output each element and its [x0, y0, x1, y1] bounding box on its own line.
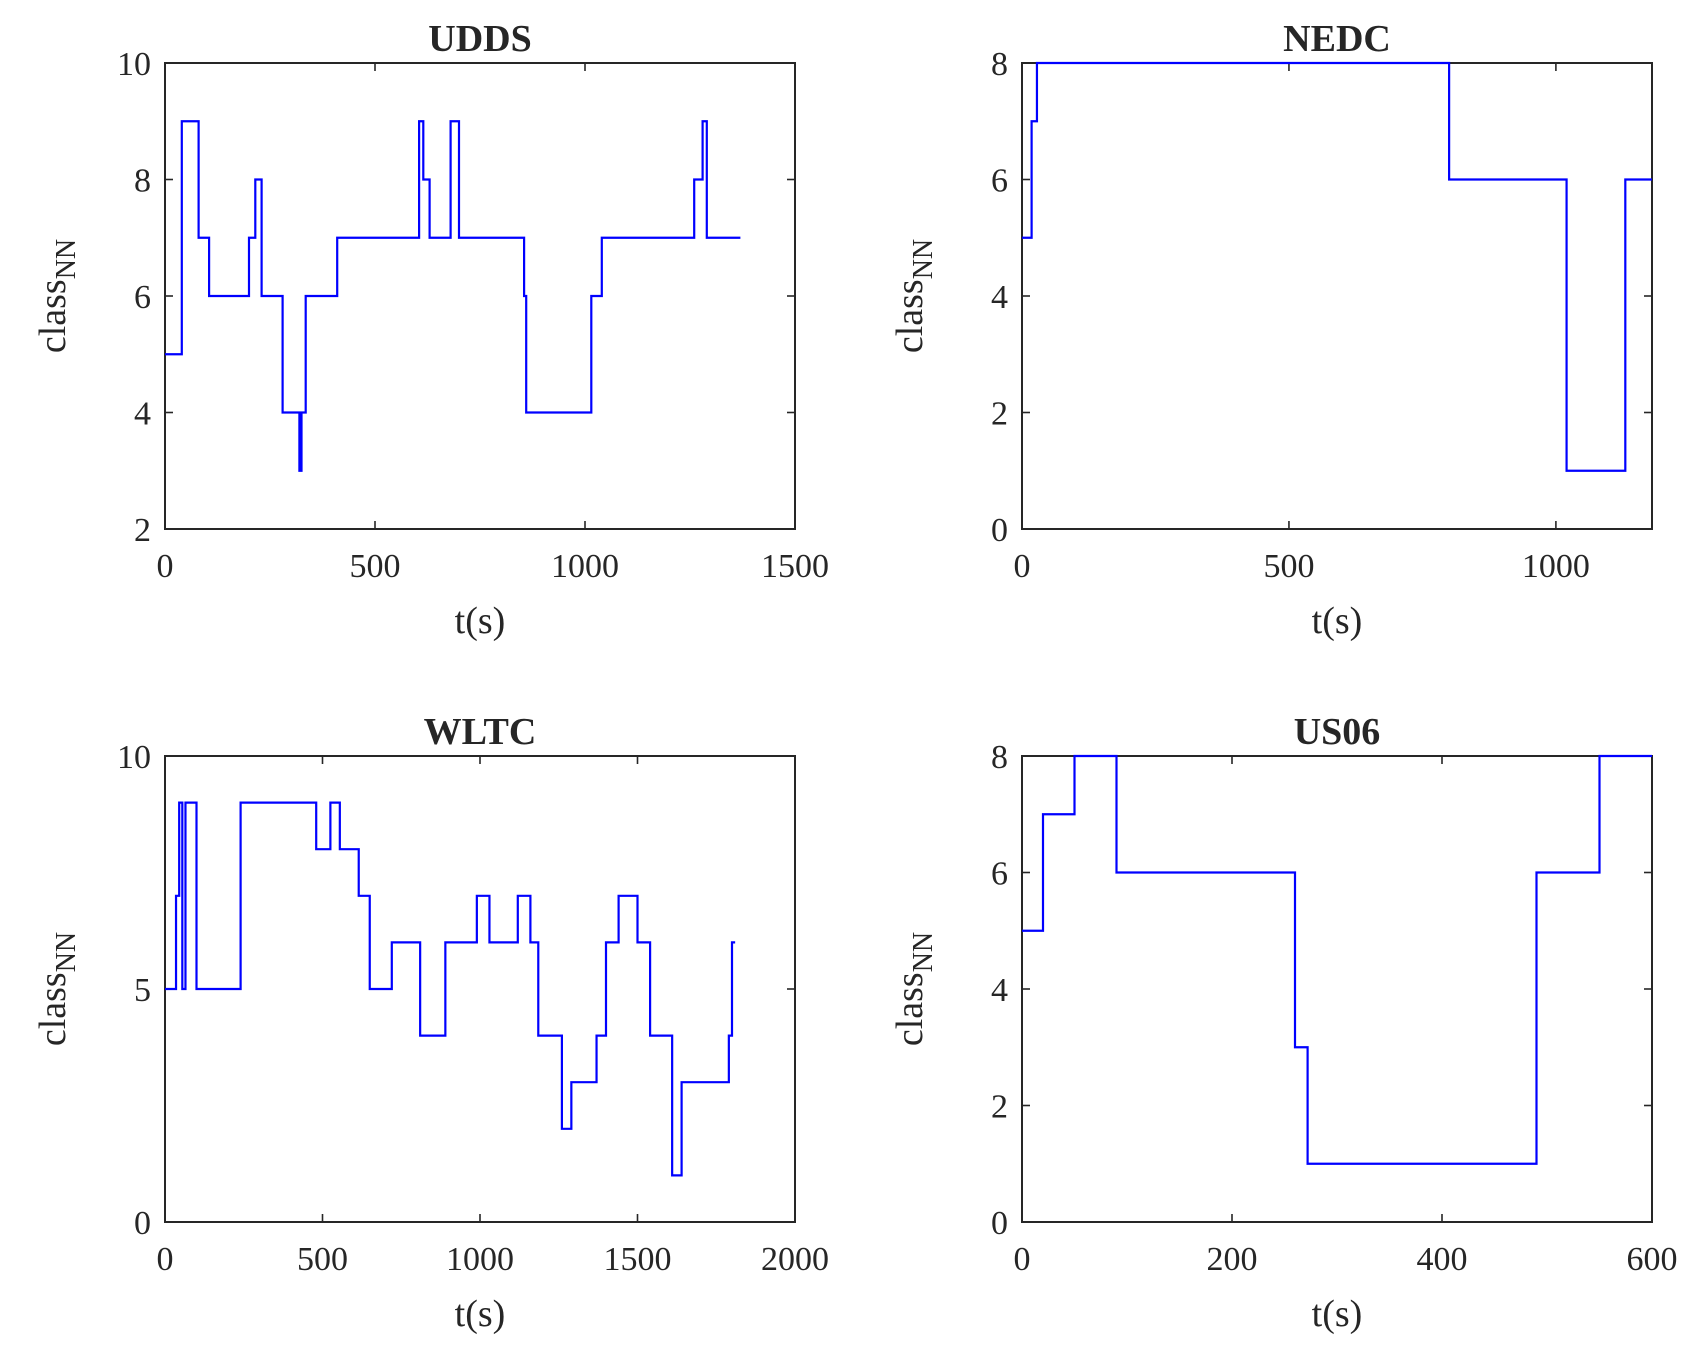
plot-area [1021, 62, 1653, 530]
y-tick-label: 2 [991, 1089, 1008, 1126]
y-tick-label: 10 [117, 46, 151, 83]
series-line-nedc [1022, 61, 1652, 472]
y-tick-label: 10 [117, 739, 151, 776]
y-axis-label: classNN [889, 932, 939, 1046]
y-tick-label: 4 [134, 396, 151, 433]
chart-title: NEDC [1283, 18, 1391, 60]
y-tick-label: 0 [991, 1205, 1008, 1242]
y-tick-label: 2 [991, 396, 1008, 433]
y-tick-label: 2 [134, 512, 151, 549]
y-tick-label: 8 [991, 739, 1008, 776]
plot-area [164, 62, 796, 530]
series-line-wltc [165, 801, 736, 1177]
x-tick-label: 1500 [761, 548, 829, 585]
x-axis-label: t(s) [1312, 600, 1363, 642]
x-tick-label: 600 [1627, 1241, 1678, 1278]
y-tick-label: 4 [991, 972, 1008, 1009]
chart-nedc: 0 500 1000 0 2 4 6 8 NEDC t(s) classNN [889, 18, 1653, 642]
x-tick-label: 1000 [551, 548, 619, 585]
y-axis-label: classNN [889, 239, 939, 353]
y-tick-label: 6 [991, 856, 1008, 893]
x-axis-label: t(s) [455, 1293, 506, 1335]
chart-title: US06 [1294, 711, 1381, 753]
x-tick-label: 2000 [761, 1241, 829, 1278]
x-tick-label: 0 [157, 548, 174, 585]
y-tick-label: 6 [991, 163, 1008, 200]
y-tick-label: 8 [991, 46, 1008, 83]
x-tick-label: 500 [1263, 548, 1314, 585]
series-line-udds [165, 120, 741, 472]
chart-wltc: 0 500 1000 1500 2000 0 5 10 WLTC t(s) classNN [32, 711, 829, 1335]
chart-title: UDDS [428, 18, 531, 60]
series-line-us06 [1022, 754, 1652, 1165]
y-axis-label: classNN [32, 239, 82, 353]
x-tick-label: 0 [1014, 548, 1031, 585]
x-tick-label: 1000 [446, 1241, 514, 1278]
x-tick-label: 0 [1014, 1241, 1031, 1278]
chart-us06: 0 200 400 600 0 2 4 6 8 US06 t(s) classNN [889, 711, 1678, 1335]
plot-area [1021, 755, 1653, 1223]
x-tick-label: 200 [1207, 1241, 1258, 1278]
y-tick-label: 6 [134, 279, 151, 316]
x-tick-label: 1000 [1522, 548, 1590, 585]
x-tick-label: 1500 [604, 1241, 672, 1278]
x-tick-label: 500 [297, 1241, 348, 1278]
y-tick-label: 0 [134, 1205, 151, 1242]
y-tick-label: 8 [134, 163, 151, 200]
y-tick-label: 5 [134, 972, 151, 1009]
x-tick-label: 400 [1417, 1241, 1468, 1278]
x-tick-label: 0 [157, 1241, 174, 1278]
y-axis-label: classNN [32, 932, 82, 1046]
x-axis-label: t(s) [1312, 1293, 1363, 1335]
x-axis-label: t(s) [455, 600, 506, 642]
chart-title: WLTC [424, 711, 537, 753]
chart-udds: 0 500 1000 1500 2 4 6 8 10 UDDS t(s) classNN [32, 18, 829, 642]
y-tick-label: 0 [991, 512, 1008, 549]
y-tick-label: 4 [991, 279, 1008, 316]
plot-area [164, 755, 796, 1223]
x-tick-label: 500 [350, 548, 401, 585]
